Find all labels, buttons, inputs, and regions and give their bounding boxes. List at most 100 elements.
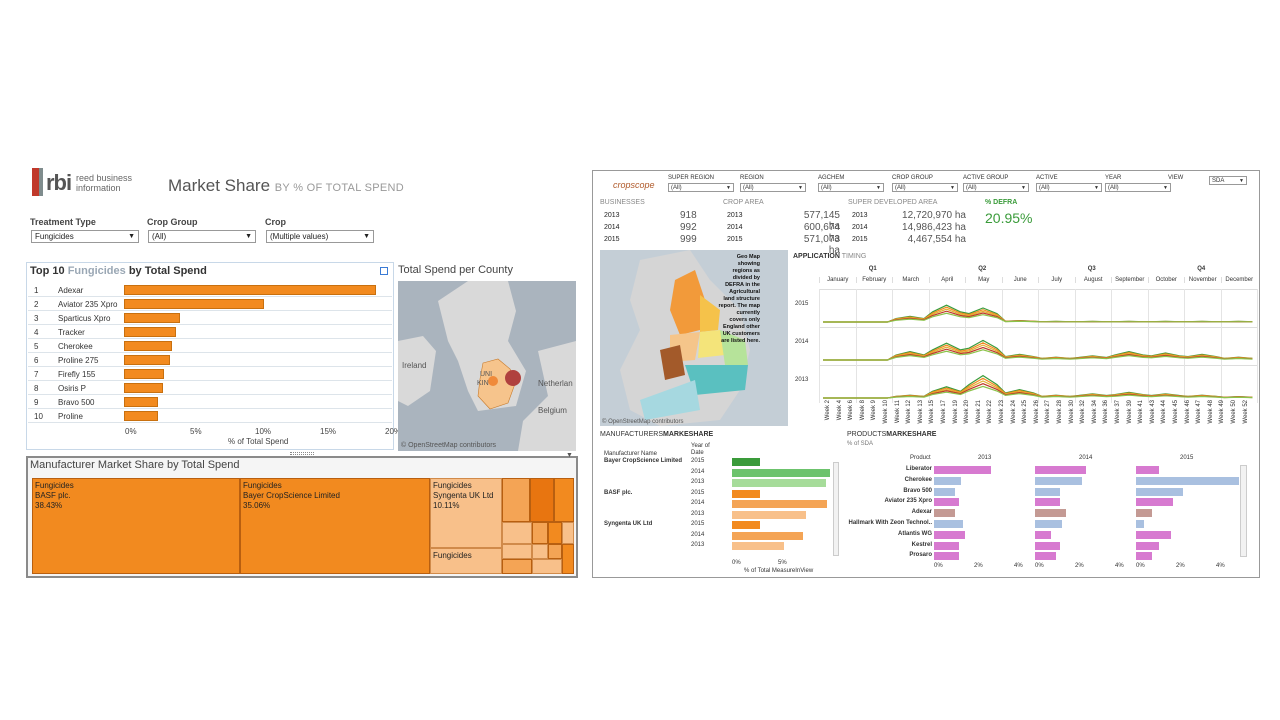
crop-dropdown[interactable]: (Multiple values) ▼ [266, 230, 374, 243]
region-geo-map[interactable]: © OpenStreetMap contributors [600, 250, 788, 426]
treemap-cell-small[interactable] [502, 478, 530, 522]
product-bar[interactable] [1035, 530, 1052, 539]
product-bar[interactable] [1136, 509, 1153, 518]
filter-dropdown[interactable]: (All) ▼ [1036, 183, 1102, 192]
product-bar[interactable] [1136, 487, 1184, 496]
manufacturer-bar[interactable] [732, 521, 760, 529]
top10-bar[interactable] [124, 285, 377, 295]
treemap-cell-small[interactable] [502, 559, 532, 574]
manufacturer-bar[interactable] [732, 542, 784, 550]
product-bar[interactable] [934, 476, 961, 485]
product-bar[interactable] [1136, 498, 1173, 507]
manufacturer-bar[interactable] [732, 479, 827, 487]
top10-bar[interactable] [124, 397, 158, 407]
treemap-cell-small[interactable] [562, 522, 574, 544]
top10-row[interactable]: 6 Proline 275 [28, 353, 392, 367]
filter-dropdown[interactable]: (All) ▼ [1105, 183, 1171, 192]
product-bar[interactable] [934, 498, 959, 507]
treatment-type-dropdown[interactable]: Fungicides ▼ [31, 230, 139, 243]
region-south-west[interactable] [640, 380, 700, 420]
treemap-cell-syngenta[interactable]: Fungicides Syngenta UK Ltd 10.11% [430, 478, 502, 548]
products-scrollbar[interactable] [1240, 465, 1247, 557]
top10-bar[interactable] [124, 299, 265, 309]
region-wales[interactable] [660, 345, 685, 380]
treemap-cell-small[interactable] [532, 544, 548, 559]
product-bar[interactable] [934, 509, 955, 518]
external-link-icon[interactable] [380, 267, 388, 275]
top10-row[interactable]: 9 Bravo 500 [28, 395, 392, 409]
treemap-cell-basf[interactable]: Fungicides BASF plc. 38.43% [32, 478, 240, 574]
treemap-cell-small[interactable] [554, 478, 574, 522]
region-south-east[interactable] [685, 365, 748, 395]
product-bar[interactable] [1136, 520, 1145, 528]
treemap-cell-small[interactable] [548, 544, 562, 559]
manufacturer-bar[interactable] [732, 468, 830, 477]
treemap-cell-bayer[interactable]: Fungicides Bayer CropScience Limited 35.… [240, 478, 430, 574]
treemap-cell-small[interactable] [502, 544, 532, 559]
treemap-cell-small[interactable] [548, 522, 562, 544]
region-east-midlands[interactable] [698, 330, 725, 358]
filter-dropdown[interactable]: (All) ▼ [963, 183, 1029, 192]
product-bar[interactable] [934, 466, 992, 474]
county-map[interactable]: Ireland Netherlan Belgium UNI KIN © Open… [398, 281, 576, 451]
top10-row[interactable]: 2 Aviator 235 Xpro [28, 297, 392, 311]
treemap-cell-small[interactable] [502, 522, 532, 544]
top10-row[interactable]: 4 Tracker [28, 325, 392, 339]
top10-bar[interactable] [124, 383, 163, 393]
top10-bar[interactable] [124, 411, 158, 421]
product-bar[interactable] [1035, 541, 1060, 550]
manufacturer-bar[interactable] [732, 531, 804, 540]
manufacturer-bar[interactable] [732, 489, 760, 498]
county-mid[interactable] [488, 376, 498, 386]
resize-handle[interactable] [290, 452, 314, 455]
product-bar[interactable] [934, 487, 955, 496]
top10-bar[interactable] [124, 369, 165, 379]
top10-bar[interactable] [124, 355, 170, 365]
manufacturers-scrollbar[interactable] [833, 462, 839, 556]
filter-dropdown[interactable]: (All) ▼ [892, 183, 958, 192]
region-east[interactable] [720, 330, 748, 365]
region-yorkshire[interactable] [700, 295, 720, 332]
treemap-cell-small[interactable] [532, 559, 562, 574]
county-highlight[interactable] [505, 370, 521, 386]
product-bar[interactable] [1035, 509, 1066, 518]
product-bar[interactable] [1136, 466, 1159, 474]
product-bar[interactable] [934, 541, 959, 550]
top10-row[interactable]: 1 Adexar [28, 283, 392, 297]
treemap-cell-small[interactable] [532, 522, 548, 544]
treemap-cell-small[interactable] [530, 478, 554, 522]
crop-group-dropdown[interactable]: (All) ▼ [148, 230, 256, 243]
product-bar[interactable] [1035, 520, 1062, 528]
product-bar[interactable] [1136, 541, 1159, 550]
product-bar[interactable] [1136, 552, 1153, 561]
product-bar[interactable] [1035, 552, 1056, 561]
top10-row[interactable]: 7 Firefly 155 [28, 367, 392, 381]
product-bar[interactable] [934, 530, 965, 539]
product-bar[interactable] [934, 552, 959, 561]
filter-dropdown[interactable]: (All) ▼ [740, 183, 806, 192]
product-bar[interactable] [1035, 476, 1083, 485]
top10-bar[interactable] [124, 341, 173, 351]
product-bar[interactable] [1035, 487, 1060, 496]
product-bar[interactable] [934, 520, 963, 528]
manufacturer-bar[interactable] [732, 510, 806, 519]
product-bar[interactable] [1035, 498, 1060, 507]
top10-row[interactable]: 3 Sparticus Xpro [28, 311, 392, 325]
region-north[interactable] [670, 270, 705, 335]
top10-row[interactable]: 10 Proline [28, 409, 392, 423]
menu-dropdown-icon[interactable]: ▼ [566, 452, 573, 459]
manufacturer-bar[interactable] [732, 458, 760, 466]
top10-row[interactable]: 8 Osiris P [28, 381, 392, 395]
filter-dropdown[interactable]: (All) ▼ [818, 183, 884, 192]
manufacturer-bar[interactable] [732, 500, 828, 508]
product-bar[interactable] [1035, 466, 1087, 474]
filter-dropdown[interactable]: (All) ▼ [668, 183, 734, 192]
top10-bar[interactable] [124, 327, 176, 337]
product-bar[interactable] [1136, 476, 1239, 485]
top10-row[interactable]: 5 Cherokee [28, 339, 392, 353]
treemap-cell-other[interactable]: Fungicides [430, 548, 502, 574]
top10-bar[interactable] [124, 313, 180, 323]
treemap-cell-small[interactable] [562, 544, 574, 574]
view-dropdown[interactable]: SDA ▼ [1209, 176, 1247, 185]
product-bar[interactable] [1136, 530, 1171, 539]
